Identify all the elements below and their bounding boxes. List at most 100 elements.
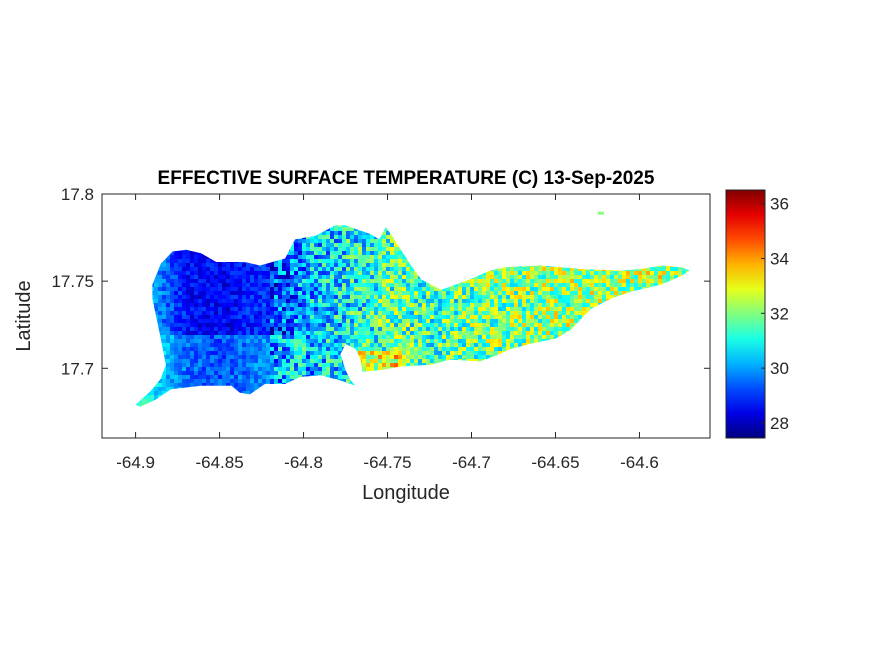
temperature-cell	[190, 267, 194, 271]
temperature-cell	[446, 299, 450, 303]
temperature-cell	[254, 291, 258, 295]
temperature-cell	[594, 275, 598, 279]
temperature-cell	[226, 299, 230, 303]
temperature-cell	[190, 347, 194, 351]
temperature-cell	[238, 307, 242, 311]
temperature-cell	[310, 239, 314, 243]
temperature-cell	[322, 267, 326, 271]
temperature-cell	[490, 287, 494, 291]
temperature-cell	[542, 315, 546, 319]
temperature-cell	[426, 287, 430, 291]
temperature-cell	[426, 323, 430, 327]
temperature-cell	[526, 307, 530, 311]
temperature-cell	[298, 339, 302, 343]
temperature-cell	[518, 275, 522, 279]
temperature-cell	[410, 319, 414, 323]
temperature-cell	[490, 299, 494, 303]
temperature-cell	[570, 307, 574, 311]
temperature-cell	[362, 299, 366, 303]
temperature-cell	[518, 291, 522, 295]
temperature-cell	[274, 311, 278, 315]
temperature-cell	[414, 295, 418, 299]
temperature-cell	[638, 271, 642, 275]
temperature-cell	[198, 355, 202, 359]
temperature-cell	[358, 295, 362, 299]
temperature-cell	[202, 315, 206, 319]
temperature-cell	[326, 335, 330, 339]
temperature-cell	[502, 335, 506, 339]
temperature-cell	[278, 287, 282, 291]
temperature-cell	[374, 343, 378, 347]
temperature-cell	[478, 331, 482, 335]
temperature-cell	[254, 323, 258, 327]
temperature-cell	[494, 331, 498, 335]
temperature-cell	[222, 323, 226, 327]
temperature-cell	[414, 287, 418, 291]
temperature-cell	[306, 259, 310, 263]
temperature-cell	[450, 303, 454, 307]
temperature-cell	[346, 259, 350, 263]
temperature-cell	[514, 343, 518, 347]
temperature-cell	[510, 287, 514, 291]
temperature-cell	[186, 323, 190, 327]
temperature-cell	[522, 319, 526, 323]
temperature-cell	[158, 275, 162, 279]
temperature-cell	[302, 287, 306, 291]
temperature-cell	[470, 343, 474, 347]
temperature-cell	[446, 303, 450, 307]
temperature-cell	[334, 275, 338, 279]
temperature-cell	[362, 243, 366, 247]
temperature-cell	[594, 291, 598, 295]
temperature-cell	[418, 331, 422, 335]
temperature-cell	[230, 315, 234, 319]
temperature-cell	[406, 315, 410, 319]
temperature-cell	[534, 327, 538, 331]
temperature-cell	[226, 307, 230, 311]
temperature-cell	[270, 287, 274, 291]
temperature-cell	[322, 291, 326, 295]
temperature-cell	[278, 323, 282, 327]
temperature-cell	[210, 295, 214, 299]
temperature-cell	[450, 287, 454, 291]
temperature-cell	[326, 247, 330, 251]
temperature-cell	[174, 263, 178, 267]
temperature-cell	[282, 319, 286, 323]
temperature-cell	[442, 311, 446, 315]
temperature-cell	[386, 343, 390, 347]
temperature-cell	[202, 307, 206, 311]
temperature-cell	[366, 287, 370, 291]
temperature-cell	[274, 335, 278, 339]
temperature-cell	[182, 291, 186, 295]
temperature-cell	[638, 287, 642, 291]
temperature-cell	[574, 319, 578, 323]
temperature-cell	[362, 311, 366, 315]
temperature-cell	[318, 267, 322, 271]
temperature-cell	[470, 315, 474, 319]
temperature-cell	[402, 295, 406, 299]
temperature-cell	[590, 295, 594, 299]
temperature-cell	[366, 259, 370, 263]
temperature-cell	[222, 319, 226, 323]
temperature-cell	[274, 343, 278, 347]
temperature-cell	[330, 271, 334, 275]
temperature-cell	[178, 275, 182, 279]
temperature-cell	[398, 307, 402, 311]
temperature-cell	[350, 283, 354, 287]
temperature-cell	[342, 331, 346, 335]
temperature-cell	[234, 271, 238, 275]
temperature-cell	[214, 355, 218, 359]
temperature-cell	[230, 351, 234, 355]
temperature-cell	[298, 303, 302, 307]
temperature-cell	[218, 323, 222, 327]
temperature-cell	[562, 299, 566, 303]
temperature-cell	[310, 351, 314, 355]
temperature-cell	[574, 295, 578, 299]
temperature-cell	[282, 335, 286, 339]
temperature-cell	[246, 319, 250, 323]
temperature-cell	[518, 295, 522, 299]
temperature-cell	[562, 271, 566, 275]
temperature-cell	[374, 295, 378, 299]
temperature-cell	[374, 311, 378, 315]
temperature-cell	[386, 335, 390, 339]
